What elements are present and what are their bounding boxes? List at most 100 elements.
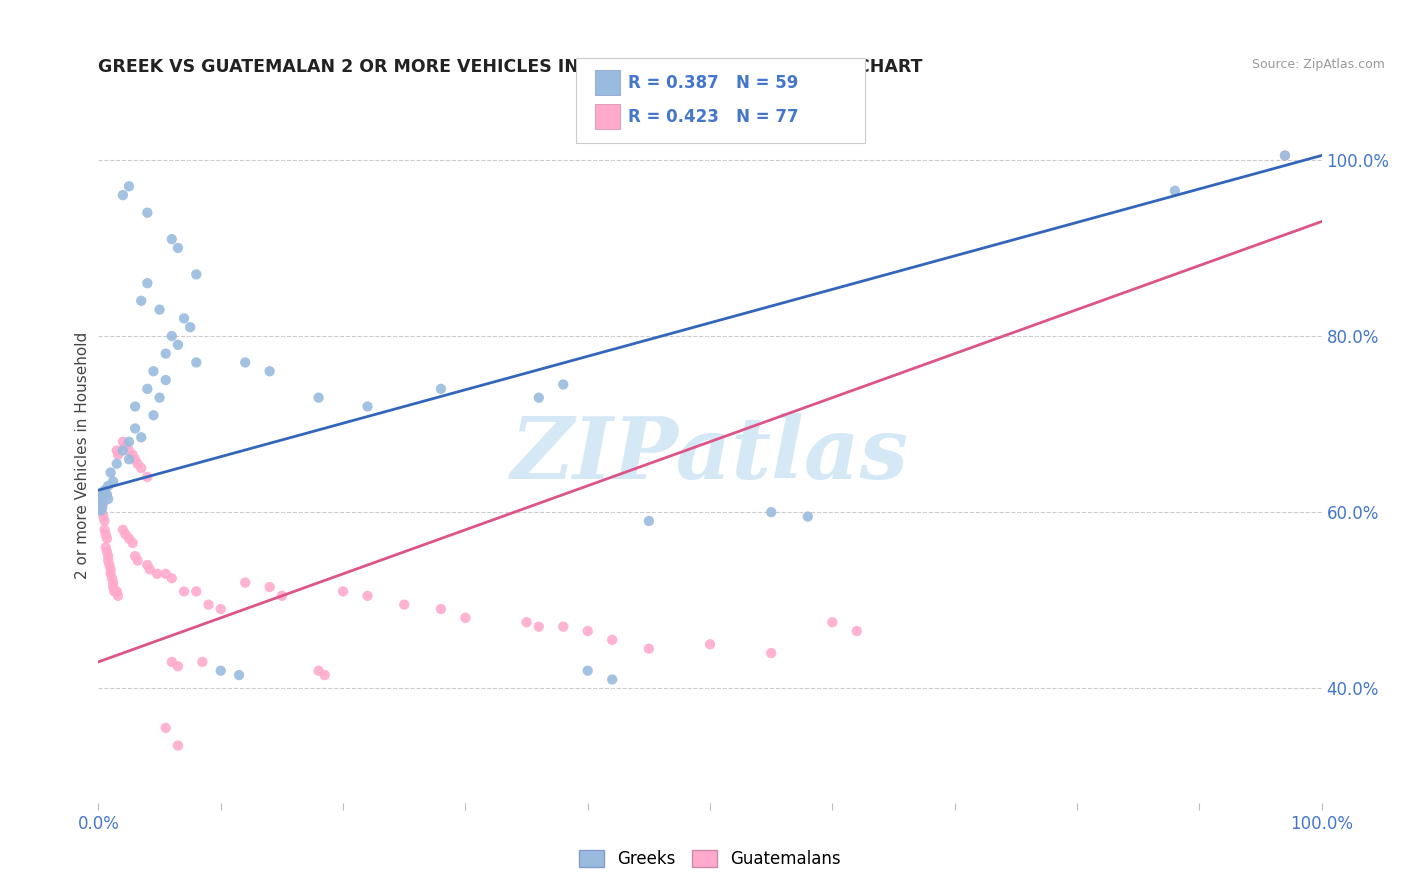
Point (699, 637, 721, 651)
Point (308, 391, 330, 405)
Point (111, 188, 134, 202)
Point (118, 452, 141, 467)
Point (91, 490, 114, 504)
Point (308, 664, 330, 678)
Point (97, 491, 120, 506)
Point (821, 615, 844, 630)
Point (761, 646, 783, 660)
Point (454, 611, 477, 625)
Point (111, 443, 134, 458)
Point (186, 584, 208, 599)
Point (142, 409, 165, 423)
Point (105, 457, 128, 471)
Point (124, 549, 146, 564)
Point (761, 505, 783, 519)
Point (90, 487, 112, 501)
Text: R = 0.387   N = 59: R = 0.387 N = 59 (628, 74, 799, 92)
Point (118, 179, 141, 194)
Point (93, 523, 115, 537)
Point (111, 434, 134, 449)
Point (142, 364, 165, 378)
Point (136, 276, 159, 290)
Point (94, 489, 117, 503)
Text: R = 0.423   N = 77: R = 0.423 N = 77 (628, 108, 799, 126)
Point (173, 584, 195, 599)
Point (392, 598, 416, 612)
Point (107, 448, 129, 462)
Point (228, 668, 250, 682)
Point (129, 461, 152, 475)
Point (91, 500, 114, 515)
Point (638, 514, 661, 528)
Point (129, 293, 152, 308)
Point (118, 443, 141, 458)
Point (118, 434, 141, 449)
Point (105, 443, 128, 458)
Point (576, 664, 599, 678)
Point (121, 536, 143, 550)
Point (270, 589, 294, 603)
Point (101, 575, 124, 590)
Point (121, 448, 143, 462)
Point (91, 509, 114, 524)
Point (155, 346, 177, 360)
Point (97, 553, 120, 567)
Point (149, 391, 172, 405)
Text: GREEK VS GUATEMALAN 2 OR MORE VEHICLES IN HOUSEHOLD CORRELATION CHART: GREEK VS GUATEMALAN 2 OR MORE VEHICLES I… (98, 58, 922, 76)
Point (124, 421, 146, 435)
Point (430, 602, 453, 616)
Point (186, 355, 208, 369)
Point (160, 232, 183, 246)
Point (91, 496, 114, 510)
Point (191, 655, 214, 669)
Point (90, 498, 112, 512)
Y-axis label: 2 or more Vehicles in Household: 2 or more Vehicles in Household (75, 331, 90, 579)
Point (259, 580, 281, 594)
Point (146, 566, 169, 581)
Point (160, 571, 183, 585)
Point (124, 400, 146, 414)
Point (96, 545, 118, 559)
Point (97, 479, 120, 493)
Point (160, 655, 183, 669)
Point (160, 329, 183, 343)
Text: Source: ZipAtlas.com: Source: ZipAtlas.com (1251, 58, 1385, 71)
Point (179, 320, 201, 334)
Point (101, 580, 124, 594)
Point (797, 509, 820, 524)
Point (136, 382, 159, 396)
Point (91, 491, 114, 506)
Point (356, 400, 378, 414)
Point (90, 503, 112, 517)
Point (600, 632, 623, 647)
Point (90, 493, 112, 508)
Point (155, 566, 177, 581)
Point (356, 589, 378, 603)
Point (430, 382, 453, 396)
Point (1274, 148, 1296, 162)
Point (93, 483, 115, 497)
Point (114, 439, 136, 453)
Point (553, 377, 575, 392)
Point (136, 470, 159, 484)
Point (149, 302, 172, 317)
Point (167, 241, 190, 255)
Point (91, 485, 114, 500)
Point (107, 589, 129, 603)
Text: ZIPatlas: ZIPatlas (510, 413, 910, 497)
Point (314, 668, 336, 682)
Point (105, 584, 128, 599)
Point (124, 452, 146, 467)
Point (94, 541, 117, 555)
Point (118, 532, 141, 546)
Point (1164, 184, 1187, 198)
Point (553, 620, 575, 634)
Point (167, 659, 190, 673)
Point (600, 673, 623, 687)
Point (127, 553, 149, 567)
Point (98, 558, 121, 572)
Point (155, 373, 177, 387)
Point (527, 620, 550, 634)
Legend: Greeks, Guatemalans: Greeks, Guatemalans (572, 843, 848, 874)
Point (845, 624, 868, 638)
